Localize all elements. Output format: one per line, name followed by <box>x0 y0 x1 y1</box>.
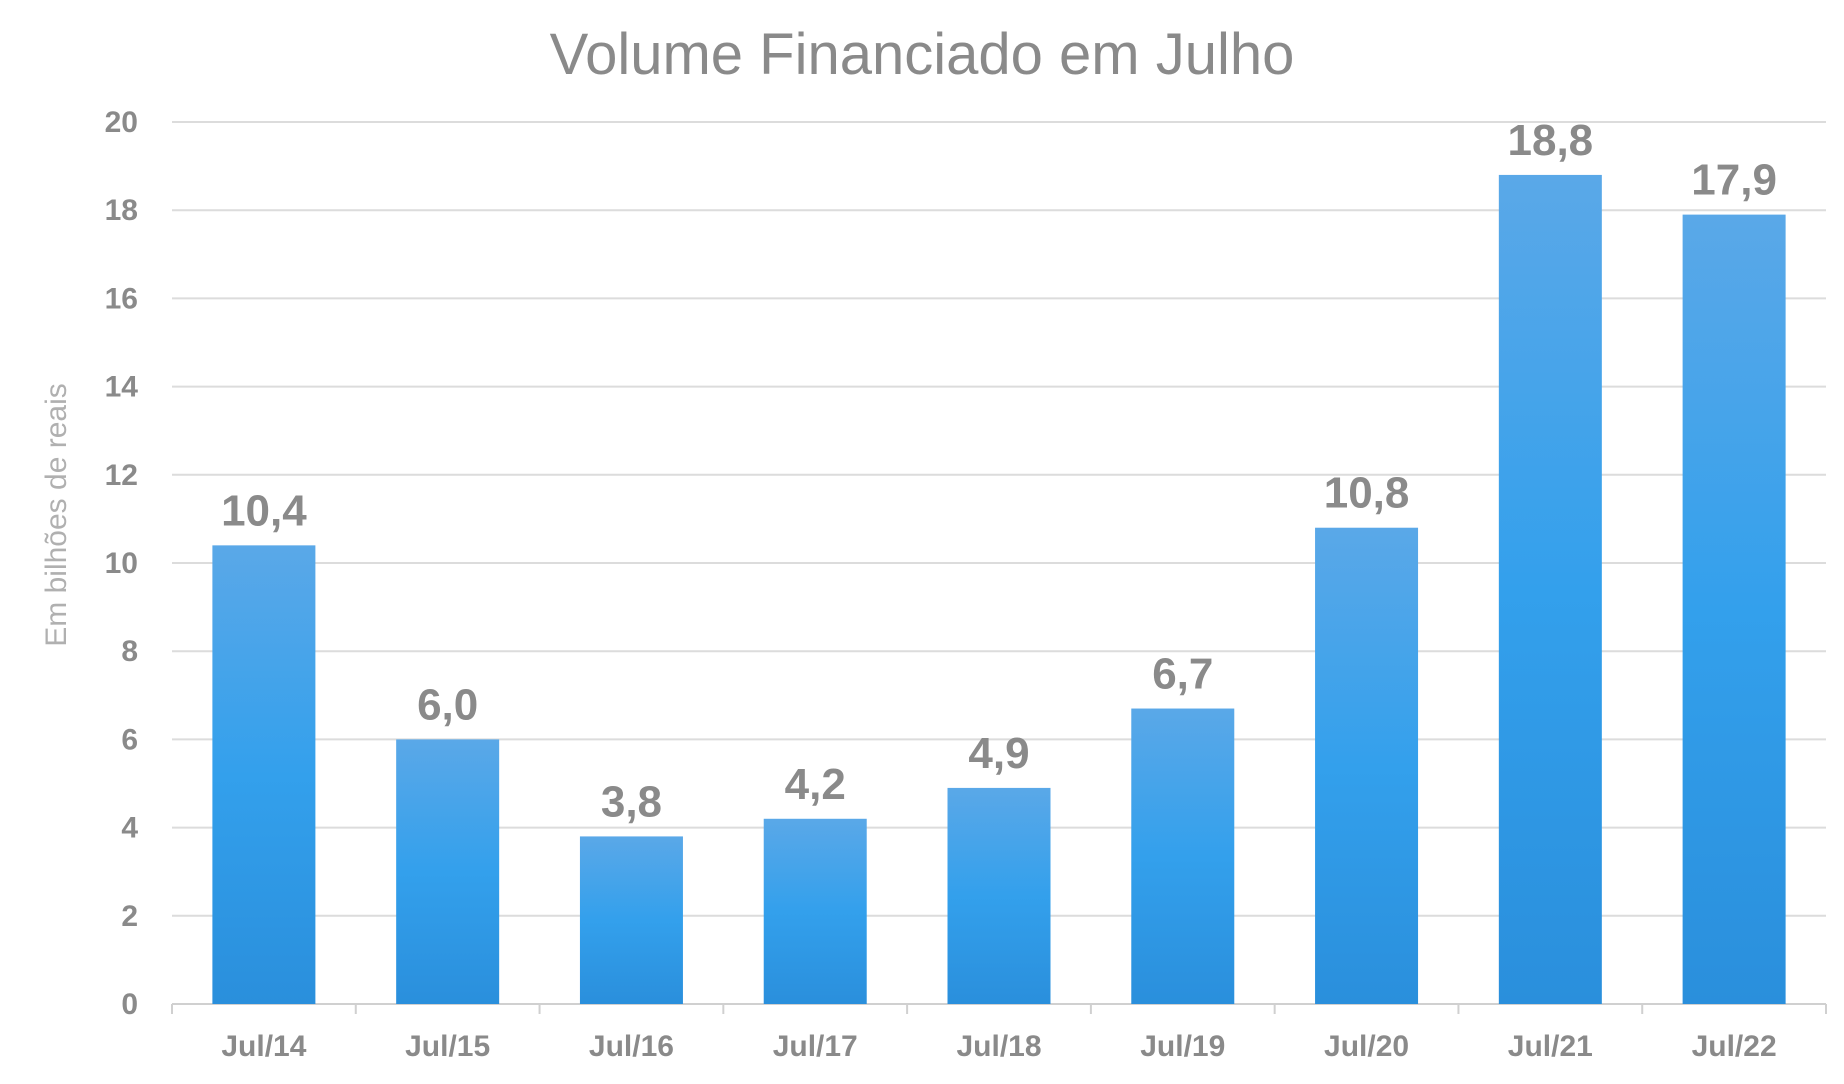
data-label: 10,4 <box>221 486 307 535</box>
y-axis-title: Em bilhões de reais <box>40 383 73 646</box>
x-tick-label: Jul/22 <box>1692 1030 1777 1063</box>
data-label: 10,8 <box>1324 469 1410 518</box>
bar-jul-15 <box>396 739 500 1004</box>
x-tick-label: Jul/17 <box>773 1030 858 1063</box>
data-label: 4,9 <box>968 729 1029 778</box>
data-label: 3,8 <box>601 777 662 826</box>
data-label: 18,8 <box>1508 116 1594 165</box>
bar-jul-19 <box>1131 708 1235 1004</box>
bar-jul-21 <box>1498 174 1602 1005</box>
x-tick-label: Jul/15 <box>405 1030 490 1063</box>
x-tick-label: Jul/14 <box>221 1030 306 1063</box>
bar-jul-16 <box>579 836 683 1004</box>
y-tick-label: 4 <box>121 812 138 845</box>
data-label: 4,2 <box>785 760 846 809</box>
bar-jul-22 <box>1682 214 1786 1005</box>
y-tick-label: 2 <box>121 900 138 933</box>
bar-jul-20 <box>1315 527 1419 1004</box>
data-label: 6,0 <box>417 680 478 729</box>
y-tick-label: 14 <box>105 371 139 404</box>
x-tick-label: Jul/16 <box>589 1030 674 1063</box>
y-tick-label: 16 <box>105 282 138 315</box>
x-tick-label: Jul/18 <box>956 1030 1041 1063</box>
data-labels: 10,4 6,0 3,8 4,2 4,9 6,7 10,8 18,8 17,9 <box>221 116 1777 826</box>
data-label: 17,9 <box>1691 156 1777 205</box>
x-tick-label: Jul/21 <box>1508 1030 1593 1063</box>
bar-jul-17 <box>763 818 867 1004</box>
y-tick-label: 10 <box>105 547 138 580</box>
data-label: 6,7 <box>1152 650 1213 699</box>
y-tick-label: 18 <box>105 194 138 227</box>
bars <box>212 174 1786 1005</box>
y-tick-label: 0 <box>121 988 138 1021</box>
x-axis-ticks: Jul/14 Jul/15 Jul/16 Jul/17 Jul/18 Jul/19 Jul/… <box>221 1030 1776 1063</box>
x-tick-label: Jul/19 <box>1140 1030 1225 1063</box>
bar-jul-18 <box>947 787 1051 1004</box>
y-tick-label: 6 <box>121 723 138 756</box>
y-tick-label: 20 <box>105 106 138 139</box>
bar-jul-14 <box>212 545 316 1004</box>
y-tick-label: 12 <box>105 459 138 492</box>
x-tick-label: Jul/20 <box>1324 1030 1409 1063</box>
y-axis-ticks: 0 2 4 6 8 10 12 14 16 18 20 <box>105 106 139 1021</box>
chart-title: Volume Financiado em Julho <box>550 22 1295 87</box>
y-tick-label: 8 <box>121 635 138 668</box>
